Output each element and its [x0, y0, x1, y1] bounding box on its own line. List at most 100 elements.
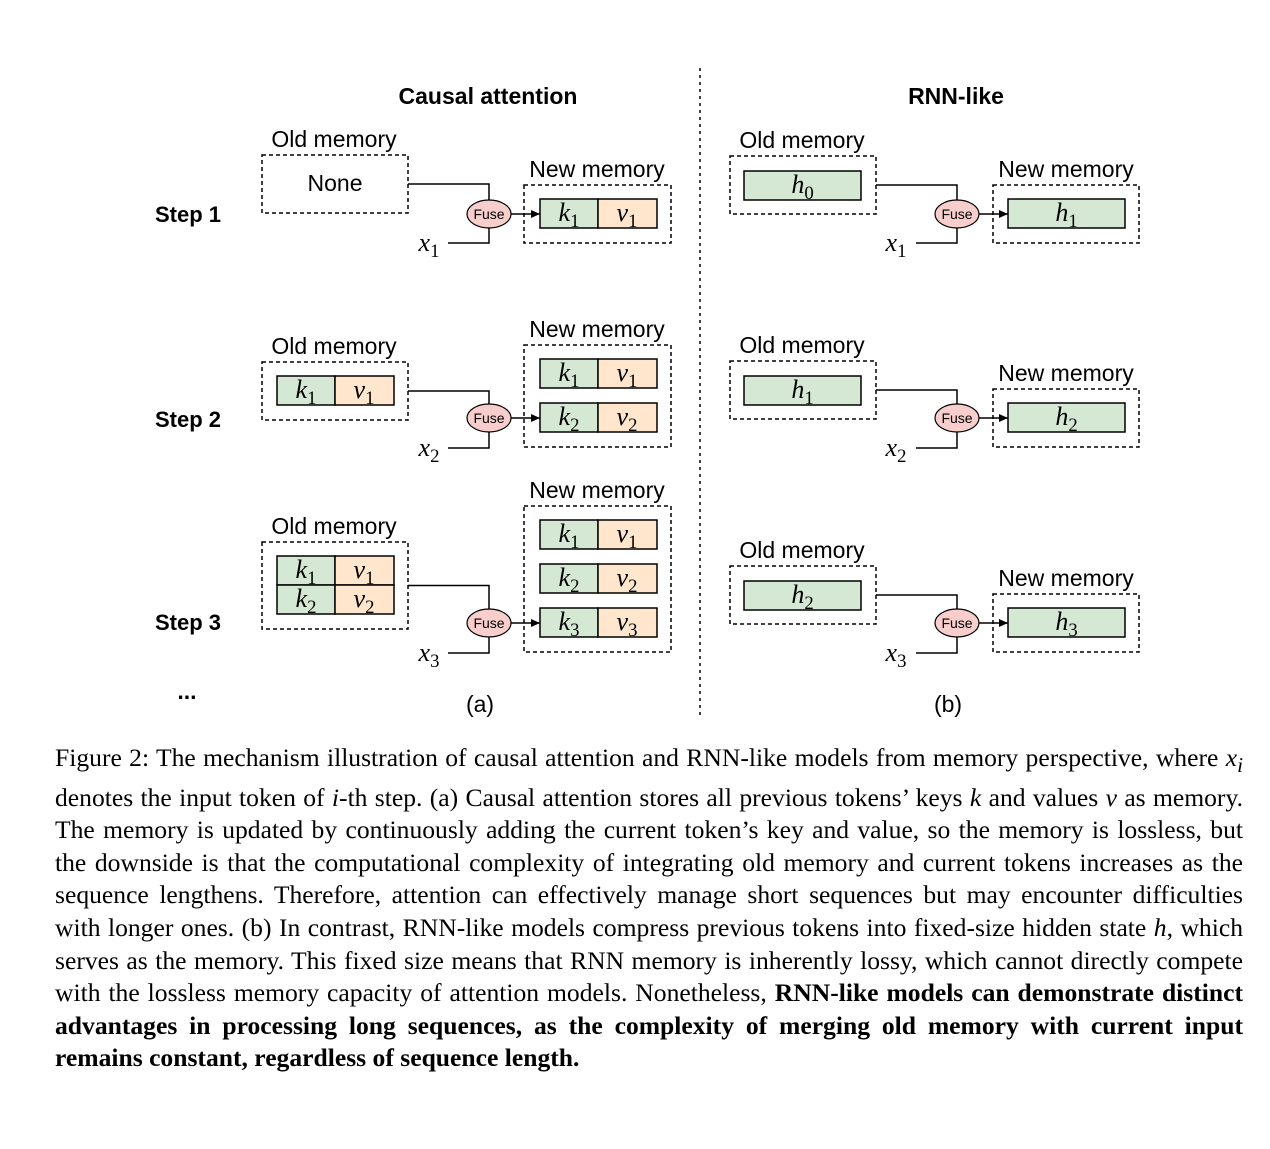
attention-old-kv-2: k2 v2 — [276, 584, 395, 618]
input-line — [916, 432, 958, 449]
attention-old-memory-label: Old memory — [271, 513, 397, 539]
rnn-input-label: x1 — [885, 228, 907, 262]
value-label: v3 — [617, 607, 638, 641]
hidden-state-cell — [743, 170, 862, 201]
rnn-old-memory-label: Old memory — [739, 332, 865, 358]
rnn-old-memory-label: Old memory — [739, 537, 865, 563]
hidden-state-label: h2 — [1055, 402, 1077, 436]
fuse-ellipse — [934, 199, 980, 229]
key-label: k1 — [559, 198, 580, 232]
value-cell — [597, 519, 658, 550]
value-label: v1 — [617, 519, 638, 553]
hidden-state-label: h3 — [1055, 607, 1077, 641]
old-memory-line — [408, 390, 490, 404]
memory-mechanism-figure: Causal attention RNN-like ... (a) (b) St… — [155, 68, 1140, 717]
caption-bold-conclusion: RNN-like models can demonstrate distinct… — [55, 978, 1244, 1073]
caption-text-1: The mechanism illustration of causal att… — [155, 743, 1219, 772]
caption-var-h: h — [1153, 913, 1167, 943]
step-1: Step 1 New memory k1 v1 None Old memory Fuse x1… — [155, 126, 1140, 262]
panel-b-label: (b) — [934, 691, 962, 717]
old-memory-line — [876, 389, 958, 404]
fuse-label: Fuse — [941, 615, 972, 631]
step-2: Step 2 New memory k1 v1 k2 v2 k1 v1 Old memory Fu… — [155, 316, 1140, 467]
fuse-ellipse — [466, 199, 512, 229]
value-cell — [597, 358, 658, 389]
fuse-label: Fuse — [941, 206, 972, 222]
causal-attention-title: Causal attention — [399, 83, 578, 109]
attention-input-label: x1 — [418, 228, 440, 262]
value-label: v2 — [354, 584, 375, 618]
fuse-connectors — [408, 183, 540, 244]
value-label: v1 — [354, 375, 375, 409]
input-line — [916, 228, 958, 244]
key-label: k1 — [559, 358, 580, 392]
fuse-label: Fuse — [473, 410, 504, 426]
fuse-connectors — [408, 584, 540, 654]
rnn-new-hidden-state: h1 — [1007, 198, 1126, 232]
rnn-new-hidden-state: h2 — [1007, 402, 1126, 436]
value-cell — [597, 402, 658, 433]
attention-input-label: x2 — [418, 433, 440, 467]
attention-new-memory-label: New memory — [529, 316, 665, 342]
fuse-node: Fuse — [934, 199, 980, 229]
rnn-old-hidden-state: h0 — [743, 170, 862, 204]
value-label: v1 — [617, 358, 638, 392]
caption-sub-i: i — [1237, 753, 1244, 778]
key-label: k2 — [559, 402, 580, 436]
key-cell — [276, 584, 336, 615]
step-label: Step 1 — [155, 202, 221, 227]
attention-new-kv-2: k2 v2 — [539, 563, 658, 597]
fuse-ellipse — [934, 403, 980, 433]
hidden-state-label: h1 — [1055, 198, 1077, 232]
attention-old-memory-label: Old memory — [271, 126, 397, 152]
fuse-label: Fuse — [473, 615, 504, 631]
attention-input-label: x3 — [418, 638, 440, 672]
key-cell — [539, 358, 599, 389]
input-line — [448, 228, 490, 244]
attention-new-kv-1: k1 v1 — [539, 358, 658, 392]
attention-new-memory-label: New memory — [529, 156, 665, 182]
step-label: Step 3 — [155, 610, 221, 635]
old-memory-line — [876, 594, 958, 609]
key-label: k3 — [559, 607, 580, 641]
value-label: v2 — [617, 563, 638, 597]
fuse-node: Fuse — [466, 608, 512, 638]
hidden-state-cell — [1007, 198, 1126, 229]
rnn-new-memory-label: New memory — [998, 360, 1134, 386]
rnn-new-memory-label: New memory — [998, 565, 1134, 591]
ellipsis-label: ... — [177, 678, 196, 704]
fuse-node: Fuse — [466, 199, 512, 229]
caption-text-2: denotes the input token of — [55, 782, 325, 812]
attention-old-kv-1: k1 v1 — [276, 555, 395, 589]
caption-text-4: and values — [988, 782, 1099, 812]
attention-old-memory-label: Old memory — [271, 333, 397, 359]
key-label: k1 — [296, 375, 317, 409]
value-cell — [597, 607, 658, 638]
panel-a-label: (a) — [466, 691, 494, 717]
step-3: Step 3 New memory k1 v1 k2 v2 k3 v3 k1 v1 k2 v2 Old … — [155, 477, 1140, 672]
old-memory-line — [876, 184, 958, 200]
hidden-state-label: h1 — [791, 375, 813, 409]
value-label: v2 — [617, 402, 638, 436]
rnn-new-hidden-state: h3 — [1007, 607, 1126, 641]
fuse-node: Fuse — [934, 403, 980, 433]
hidden-state-label: h2 — [791, 580, 813, 614]
attention-new-kv-1: k1 v1 — [539, 519, 658, 553]
value-cell — [334, 375, 395, 406]
key-label: k2 — [559, 563, 580, 597]
fuse-ellipse — [466, 608, 512, 638]
attention-new-memory-box — [523, 505, 672, 653]
value-cell — [597, 198, 658, 229]
fuse-connectors — [876, 594, 1008, 654]
fuse-ellipse — [466, 403, 512, 433]
fuse-connectors — [408, 390, 540, 449]
old-memory-line — [408, 584, 490, 609]
hidden-state-cell — [743, 580, 862, 611]
fuse-label: Fuse — [941, 410, 972, 426]
value-label: v1 — [617, 198, 638, 232]
step-label: Step 2 — [155, 407, 221, 432]
attention-new-kv-2: k2 v2 — [539, 402, 658, 436]
caption-text-6: , which serves as the memory. This fixed… — [55, 913, 1243, 1008]
fuse-node: Fuse — [466, 403, 512, 433]
